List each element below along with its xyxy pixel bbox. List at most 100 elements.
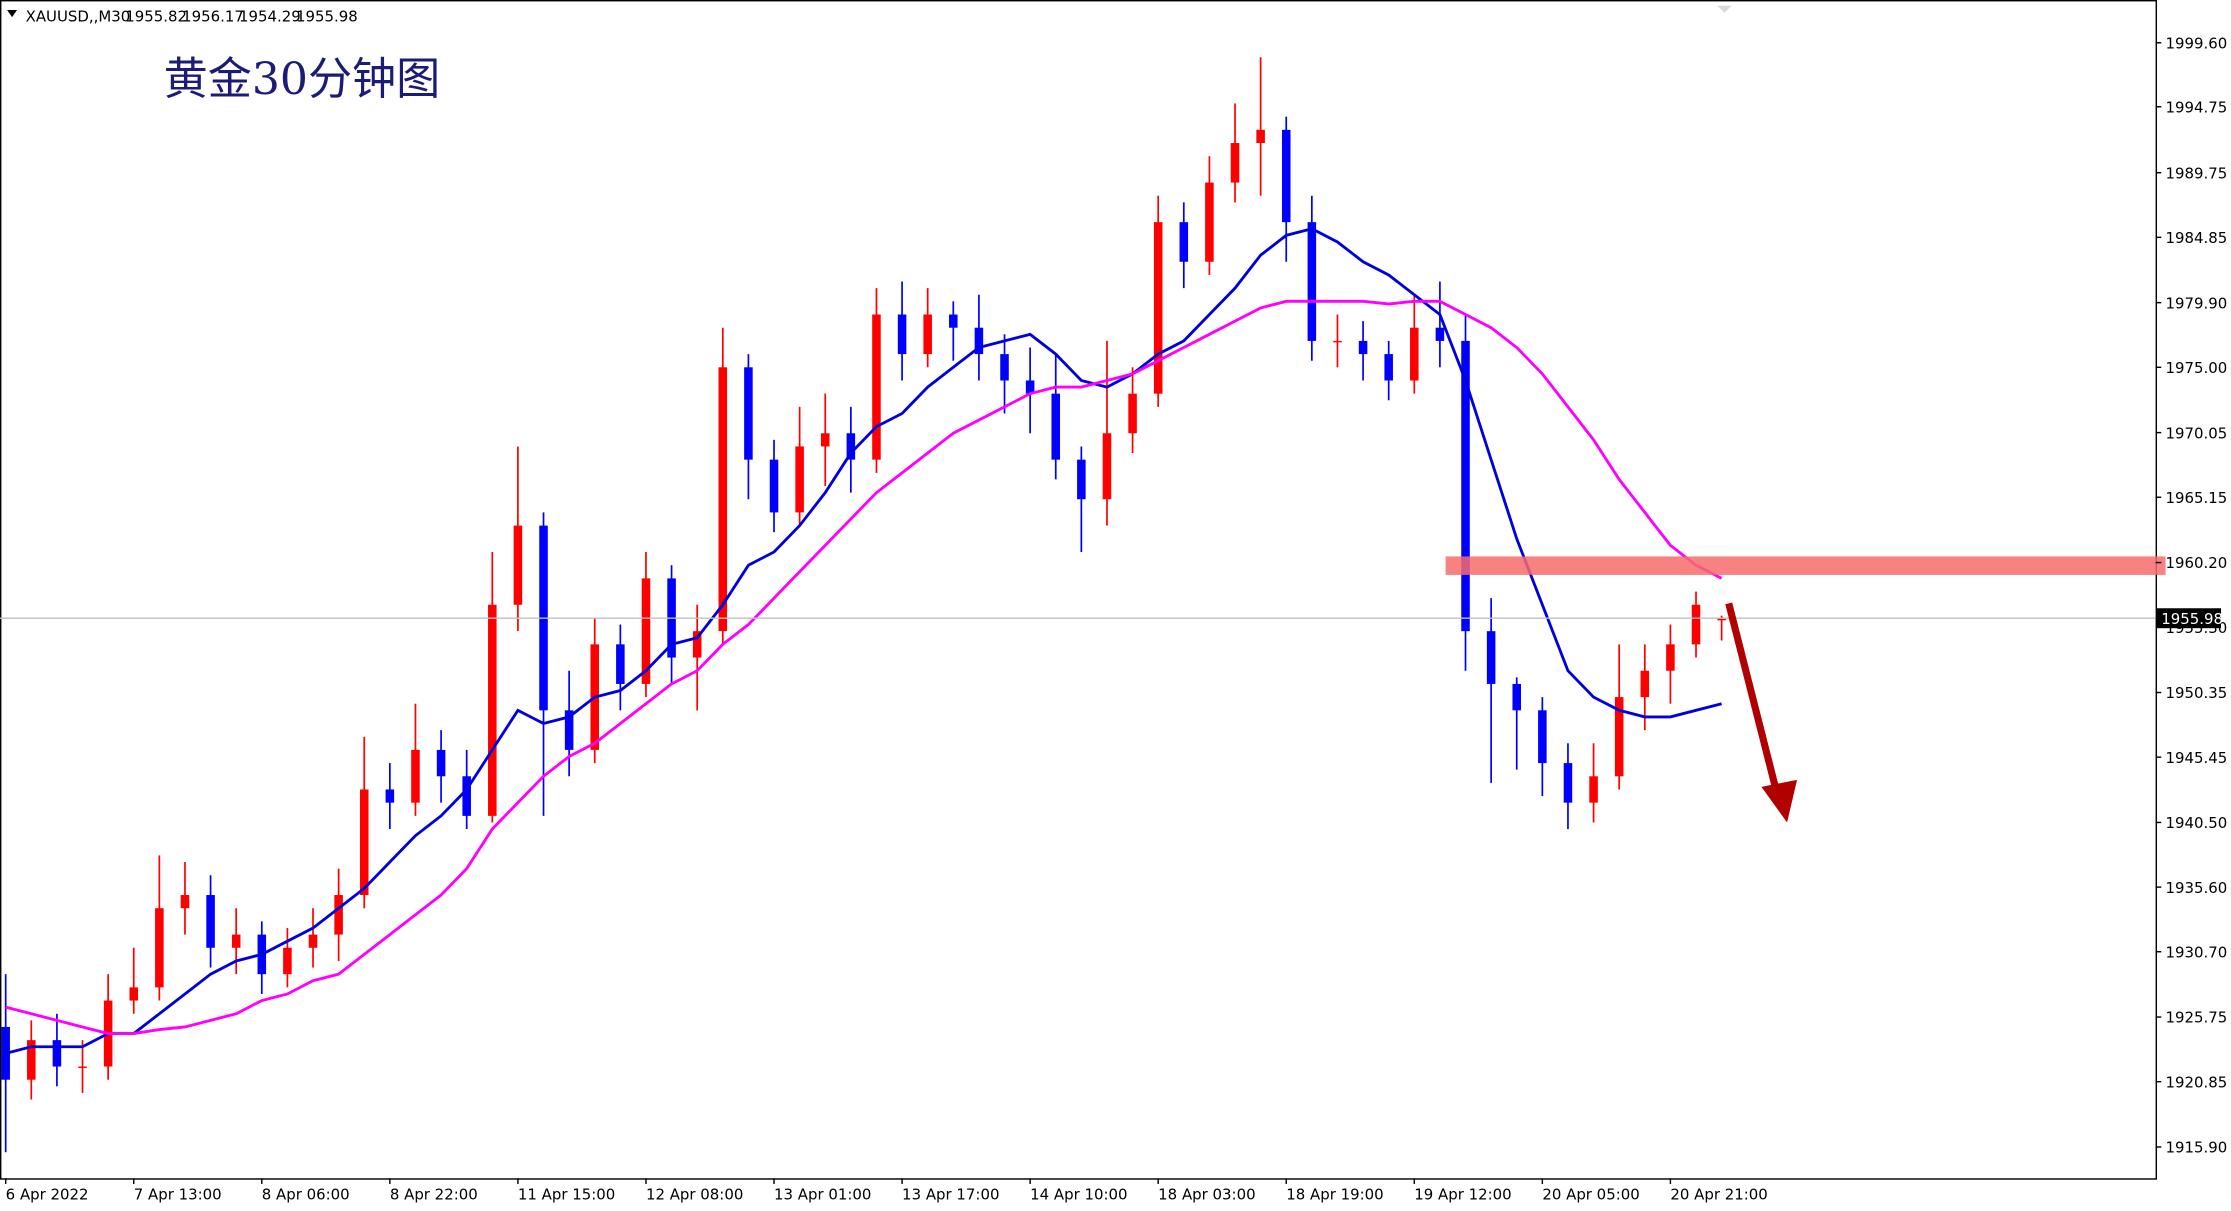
y-tick-label: 1979.90 (2166, 294, 2228, 312)
ohlc-open: 1955.82 (125, 7, 187, 25)
candle-body (1717, 618, 1726, 621)
candle-body (795, 446, 804, 513)
y-tick-label: 1994.75 (2166, 98, 2228, 116)
y-tick-label: 1984.85 (2166, 229, 2228, 247)
candle-body (1025, 380, 1035, 394)
y-tick-label: 1920.85 (2166, 1073, 2228, 1091)
candle-body (1281, 129, 1291, 223)
candle-body (1179, 222, 1189, 262)
x-tick-label: 8 Apr 06:00 (262, 1186, 350, 1204)
candle-body (436, 749, 446, 777)
candle-body (1358, 340, 1368, 355)
y-tick-label: 1915.90 (2166, 1139, 2228, 1157)
plot-frame (0, 0, 2158, 1180)
y-tick-label: 1965.15 (2166, 489, 2228, 507)
y-tick-label: 1999.60 (2166, 34, 2228, 52)
ohlc-low: 1954.29 (239, 7, 301, 25)
candle-body (1128, 393, 1137, 434)
candle-body (923, 314, 932, 355)
x-tick-label: 8 Apr 22:00 (390, 1186, 478, 1204)
candle-body (1153, 222, 1163, 394)
price-label: 1955.98 (2161, 610, 2223, 628)
candle-body (129, 987, 139, 1001)
candle-body (513, 525, 523, 605)
candle-body (1486, 631, 1496, 684)
moving-average (5, 227, 1722, 1055)
candle-body (820, 433, 830, 447)
candle-body (27, 1040, 36, 1080)
candle-body (334, 895, 343, 935)
candle-body (1410, 327, 1419, 381)
y-tick-label: 1960.20 (2166, 554, 2228, 572)
y-tick-label: 1975.00 (2166, 359, 2228, 377)
candle-body (1589, 776, 1598, 803)
y-tick-label: 1930.70 (2166, 943, 2228, 961)
candle-body (488, 604, 497, 816)
arrow-head (1761, 779, 1798, 823)
candle-body (641, 578, 651, 684)
candle-body (1051, 393, 1061, 460)
x-tick-label: 20 Apr 05:00 (1542, 1186, 1639, 1204)
resistance-zone (1445, 556, 2166, 575)
candle-body (359, 789, 369, 896)
x-tick-label: 20 Apr 21:00 (1670, 1186, 1767, 1204)
candle-body (1102, 433, 1112, 500)
candle-body (155, 908, 164, 988)
chart-title: 黄金30分钟图 (164, 54, 441, 105)
candle-body (1435, 327, 1445, 341)
candle-body (1666, 644, 1675, 671)
candle-body (769, 459, 779, 513)
candle-body (283, 947, 292, 975)
shift-marker (1717, 5, 1732, 13)
y-tick-label: 1989.75 (2166, 164, 2228, 182)
candle-body (1538, 710, 1547, 764)
candle-body (462, 776, 471, 816)
candle-body (1691, 604, 1701, 645)
candle-body (180, 895, 190, 909)
candle-body (949, 314, 958, 328)
x-tick-label: 13 Apr 17:00 (902, 1186, 999, 1204)
candle-body (1563, 763, 1573, 803)
y-tick-label: 1945.45 (2166, 749, 2228, 767)
candle-body (385, 789, 395, 803)
candle-body (897, 314, 907, 355)
candle-body (411, 749, 420, 803)
x-tick-label: 14 Apr 10:00 (1030, 1186, 1127, 1204)
y-tick-label: 1935.60 (2166, 879, 2228, 897)
candle-body (1205, 182, 1214, 262)
candle-body (974, 327, 984, 355)
ohlc-high: 1956.17 (182, 7, 244, 25)
candle-body (308, 934, 318, 948)
candle-body (206, 895, 215, 948)
moving-average (5, 299, 1723, 1035)
candle-body (744, 367, 753, 460)
candle-body (872, 314, 881, 460)
x-tick-label: 11 Apr 15:00 (518, 1186, 615, 1204)
candle-body (231, 934, 241, 948)
candle-body (1307, 222, 1317, 341)
candle-body (1461, 340, 1470, 632)
candle-body (846, 433, 856, 460)
arrow-shaft (1725, 602, 1781, 795)
x-tick-label: 12 Apr 08:00 (646, 1186, 743, 1204)
y-tick-label: 1940.50 (2166, 814, 2228, 832)
candle-body (1333, 340, 1342, 343)
candle-body (616, 644, 625, 684)
candle-body (692, 631, 702, 658)
ohlc-close: 1955.98 (296, 7, 358, 25)
candle-body (718, 367, 728, 632)
candle-body (1256, 129, 1265, 144)
y-tick-label: 1925.75 (2166, 1009, 2228, 1027)
x-tick-label: 13 Apr 01:00 (774, 1186, 871, 1204)
candle-body (1384, 354, 1393, 381)
candle-body (1077, 459, 1086, 500)
candle-body (78, 1066, 87, 1068)
x-tick-label: 6 Apr 2022 (6, 1186, 89, 1204)
menu-triangle (7, 9, 18, 18)
down-arrow (1725, 602, 1798, 823)
marks (0, 57, 2156, 1153)
candle-body (1614, 697, 1624, 777)
